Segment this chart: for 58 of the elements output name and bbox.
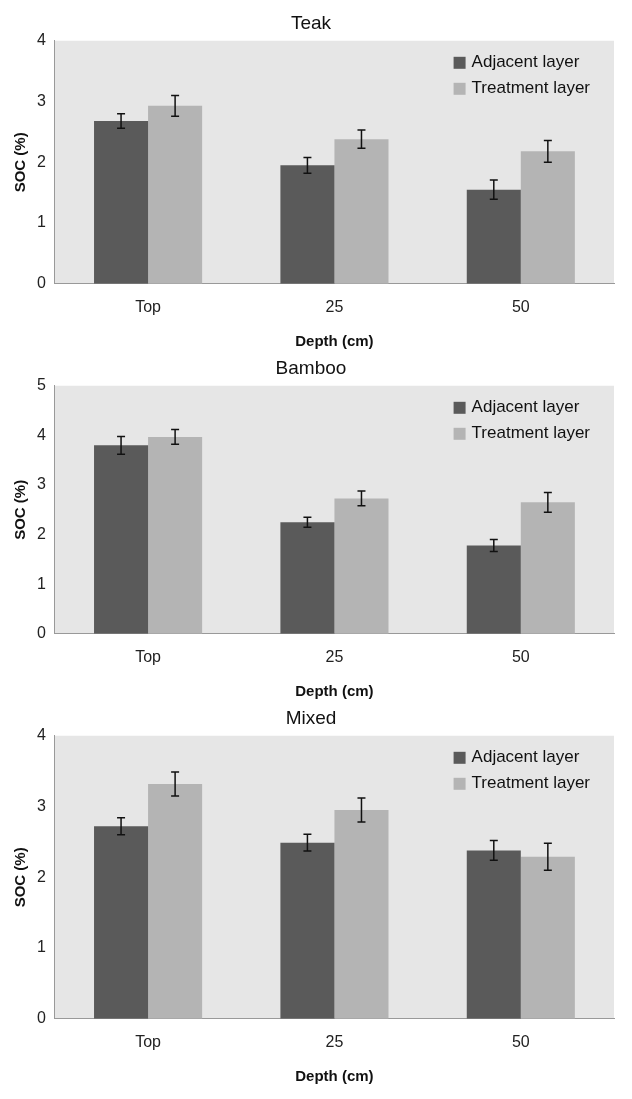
bar (466, 545, 521, 634)
y-tick-label: 2 (36, 152, 46, 170)
bar (148, 436, 203, 634)
y-tick-label: 3 (36, 475, 46, 493)
x-tick-label: 25 (325, 1032, 344, 1050)
bar (280, 842, 335, 1019)
y-tick-label: 1 (36, 938, 46, 956)
bar (334, 498, 389, 634)
x-axis-title: Depth (cm) (295, 332, 374, 350)
chart-title: Bamboo (275, 356, 347, 378)
bar (520, 151, 575, 284)
bar (466, 189, 521, 284)
y-tick-label: 1 (36, 574, 46, 592)
bar (94, 120, 149, 284)
legend-label: Treatment layer (471, 773, 591, 793)
legend-label: Treatment layer (471, 78, 591, 98)
y-tick-label: 3 (36, 91, 46, 109)
bar (280, 165, 335, 284)
chart-title: Teak (290, 11, 332, 33)
y-tick-label: 1 (36, 213, 46, 231)
x-tick-label: 50 (511, 647, 530, 665)
x-tick-label: 50 (511, 1032, 530, 1050)
bar (520, 856, 575, 1019)
bar (334, 139, 389, 284)
y-tick-label: 0 (36, 274, 46, 292)
x-tick-label: 50 (511, 297, 530, 315)
y-tick-label: 0 (36, 624, 46, 642)
y-tick-label: 0 (36, 1009, 46, 1027)
legend-label: Treatment layer (471, 423, 591, 443)
y-tick-label: 3 (36, 796, 46, 814)
bar (520, 502, 575, 634)
chart-title: Mixed (285, 706, 337, 728)
y-tick-label: 4 (36, 425, 46, 443)
y-axis-title: SOC (%) (11, 132, 29, 193)
y-tick-label: 2 (36, 867, 46, 885)
y-tick-label: 4 (36, 31, 46, 49)
legend-label: Adjacent layer (471, 397, 580, 417)
x-tick-label: Top (135, 1032, 162, 1050)
bar (280, 522, 335, 634)
x-tick-label: 25 (325, 297, 344, 315)
y-axis-title: SOC (%) (11, 479, 29, 540)
y-axis-title: SOC (%) (11, 847, 29, 908)
y-tick-label: 5 (36, 376, 46, 394)
y-tick-label: 2 (36, 525, 46, 543)
x-tick-label: 25 (325, 647, 344, 665)
legend-label: Adjacent layer (471, 747, 580, 767)
legend-label: Adjacent layer (471, 52, 580, 72)
bar (148, 783, 203, 1019)
bar (148, 105, 203, 284)
bar (466, 850, 521, 1019)
y-tick-label: 4 (36, 726, 46, 744)
x-axis-title: Depth (cm) (295, 682, 374, 700)
x-tick-label: Top (135, 297, 162, 315)
bar (94, 826, 149, 1019)
x-axis-title: Depth (cm) (295, 1067, 374, 1085)
x-tick-label: Top (135, 647, 162, 665)
bar (334, 810, 389, 1019)
bar (94, 445, 149, 634)
